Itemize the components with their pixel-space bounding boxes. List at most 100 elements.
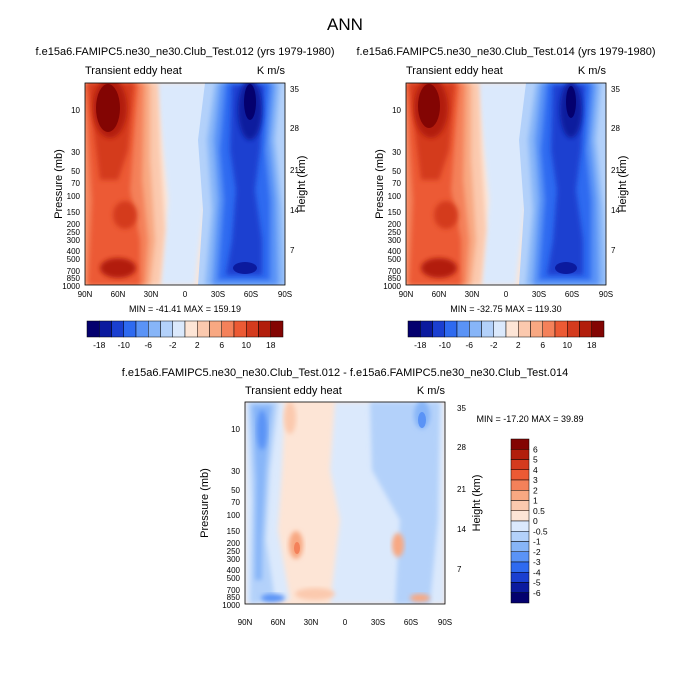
y2-tick: 7	[457, 565, 462, 574]
colorbar-box	[510, 459, 530, 470]
panel-a-stats: MIN = -41.41 MAX = 159.19	[129, 304, 241, 314]
colorbar-box	[510, 541, 530, 552]
colorbar-label: 18	[587, 340, 597, 350]
colorbar-box	[197, 320, 210, 338]
colorbar-box	[184, 320, 198, 338]
x-tick: 60S	[404, 618, 418, 627]
colorbar-box	[420, 320, 433, 338]
colorbar-label: 2	[516, 340, 521, 350]
colorbar-box	[510, 500, 530, 511]
panel-b-colorbar: -18 -10 -6 -2 2 6 10 18	[407, 320, 605, 350]
colorbar-label: -3	[533, 557, 541, 567]
colorbar-box	[456, 320, 470, 338]
panel-b-stats: MIN = -32.75 MAX = 119.30	[450, 304, 561, 314]
y-tick: 150	[388, 208, 402, 217]
y-tick: 250	[227, 547, 241, 556]
colorbar-box	[233, 320, 247, 338]
colorbar-box	[99, 320, 112, 338]
panel-c-units: K m/s	[417, 385, 446, 397]
colorbar-box	[407, 320, 421, 338]
colorbar-label: 0	[533, 516, 538, 526]
panel-b-ylabel: Pressure (mb)	[374, 149, 386, 219]
colorbar-label: -6	[465, 340, 473, 350]
panel-a-y-ticks: 10 30 50 70 100 150 200 250 300 400 500 …	[62, 106, 80, 291]
panel-c-x-ticks: 90N 60N 30N 0 30S 60S 90S	[238, 618, 452, 627]
colorbar-box	[510, 531, 530, 542]
colorbar-box	[510, 572, 530, 583]
y-tick: 300	[388, 236, 402, 245]
colorbar-box	[510, 592, 530, 604]
colorbar-label: -10	[439, 340, 452, 350]
panel-a: f.e15a6.FAMIPC5.ne30_ne30.Club_Test.012 …	[35, 46, 334, 350]
x-tick: 30S	[532, 290, 546, 299]
y-tick: 500	[227, 574, 241, 583]
x-tick: 0	[343, 618, 348, 627]
panel-c-y2-ticks: 35 28 21 14 7	[457, 404, 466, 574]
colorbar-box	[530, 320, 543, 338]
x-tick: 60S	[244, 290, 258, 299]
colorbar-box	[542, 320, 556, 338]
colorbar-label: -5	[533, 578, 541, 588]
colorbar-box	[505, 320, 519, 338]
panel-a-contours	[85, 83, 285, 285]
panel-a-y2-ticks: 35 28 21 14 7	[290, 85, 299, 255]
main-title: ANN	[327, 15, 363, 34]
colorbar-label: -2	[169, 340, 177, 350]
y-tick: 850	[388, 274, 402, 283]
colorbar-label: 1	[533, 496, 538, 506]
panel-c-field-label: Transient eddy heat	[245, 385, 342, 397]
y-tick: 10	[231, 425, 240, 434]
colorbar-box	[493, 320, 507, 338]
y-tick: 70	[392, 179, 401, 188]
y-tick: 200	[67, 220, 81, 229]
y-tick: 10	[392, 106, 401, 115]
colorbar-label: -2	[533, 547, 541, 557]
x-tick: 90S	[278, 290, 292, 299]
colorbar-label: 3	[533, 475, 538, 485]
y-tick: 700	[388, 267, 402, 276]
y-tick: 30	[392, 148, 401, 157]
x-tick: 90S	[599, 290, 613, 299]
panel-b-title: f.e15a6.FAMIPC5.ne30_ne30.Club_Test.014 …	[356, 46, 655, 58]
y-tick: 100	[388, 192, 402, 201]
colorbar-box	[510, 510, 530, 522]
panel-c-frame	[244, 401, 446, 605]
x-tick: 0	[504, 290, 509, 299]
y-tick: 250	[67, 228, 81, 237]
y-tick: 50	[71, 167, 80, 176]
y-tick: 1000	[222, 601, 240, 610]
y-tick: 150	[67, 208, 81, 217]
x-tick: 30N	[465, 290, 480, 299]
colorbar-box	[444, 320, 458, 338]
x-tick: 90N	[238, 618, 253, 627]
colorbar-box	[209, 320, 222, 338]
x-tick: 60N	[111, 290, 126, 299]
colorbar-label: -6	[533, 588, 541, 598]
panel-a-y2label: Height (km)	[296, 156, 308, 213]
colorbar-box	[518, 320, 531, 338]
y2-tick: 28	[611, 124, 620, 133]
panel-b-contours	[406, 83, 606, 285]
panel-a-units: K m/s	[257, 65, 286, 77]
colorbar-box	[510, 582, 530, 593]
colorbar-box	[510, 490, 530, 501]
colorbar-label: 10	[563, 340, 573, 350]
panel-b: f.e15a6.FAMIPC5.ne30_ne30.Club_Test.014 …	[356, 46, 655, 350]
panel-a-x-ticks: 90N 60N 30N 0 30S 60S 90S	[78, 290, 292, 299]
y-tick: 30	[71, 148, 80, 157]
panel-b-y2label: Height (km)	[617, 156, 629, 213]
panel-c-stats: MIN = -17.20 MAX = 39.89	[476, 414, 583, 424]
colorbar-label: 6	[540, 340, 545, 350]
y2-tick: 7	[611, 246, 616, 255]
x-tick: 30N	[144, 290, 159, 299]
colorbar-label: -1	[533, 537, 541, 547]
colorbar-box	[481, 320, 494, 338]
y-tick: 150	[227, 527, 241, 536]
colorbar-box	[258, 320, 271, 338]
panel-b-x-ticks: 90N 60N 30N 0 30S 60S 90S	[399, 290, 613, 299]
colorbar-box	[554, 320, 568, 338]
panel-a-ylabel: Pressure (mb)	[53, 149, 65, 219]
y2-tick: 28	[457, 443, 466, 452]
y-tick: 100	[67, 192, 81, 201]
